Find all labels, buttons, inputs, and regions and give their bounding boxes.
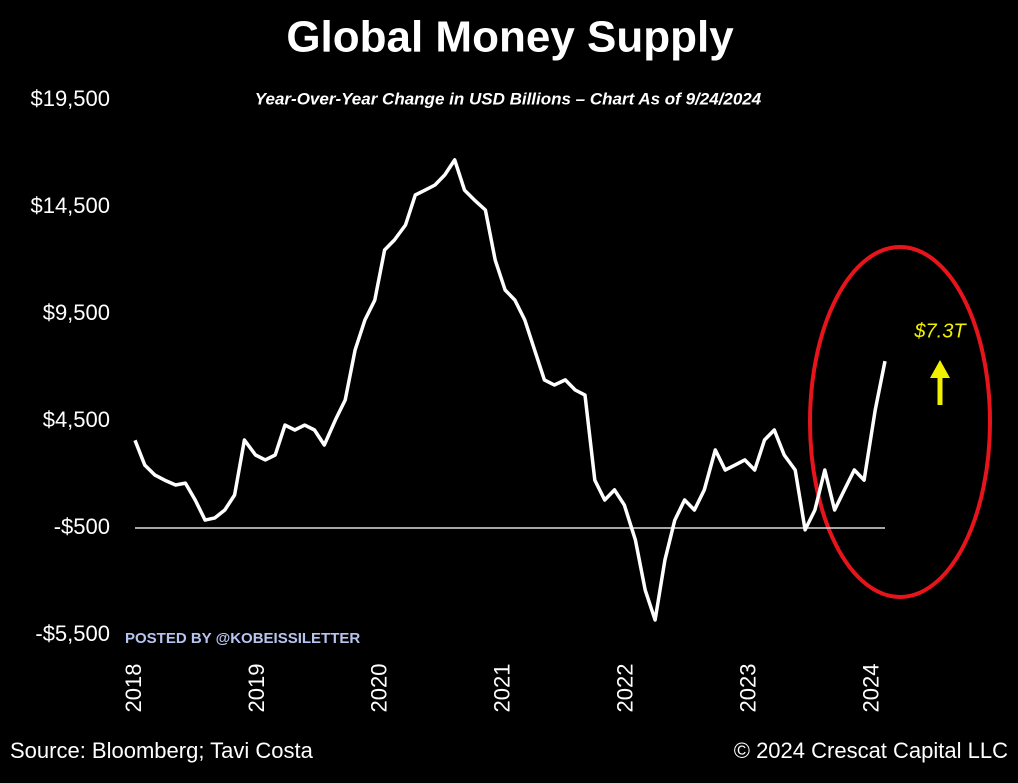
subtitle: Year-Over-Year Change in USD Billions – …: [255, 89, 762, 108]
source: Source: Bloomberg; Tavi Costa: [10, 738, 314, 763]
annotation: $7.3T: [913, 320, 967, 342]
y-tick-label: $14,500: [30, 193, 110, 218]
y-tick-label: $19,500: [30, 86, 110, 111]
x-tick-label: 2021: [490, 664, 515, 713]
x-tick-label: 2022: [613, 664, 638, 713]
y-tick-label: $9,500: [43, 300, 110, 325]
highlight-ellipse: [808, 245, 992, 599]
y-tick-label: -$5,500: [35, 621, 110, 646]
x-tick-label: 2020: [367, 664, 392, 713]
y-tick-label: -$500: [54, 514, 110, 539]
y-tick-label: $4,500: [43, 407, 110, 432]
x-tick-label: 2023: [736, 664, 761, 713]
x-tick-label: 2019: [244, 664, 269, 713]
watermark: POSTED BY @KOBEISSILETTER: [125, 630, 360, 647]
arrow: [930, 360, 950, 405]
copyright: © 2024 Crescat Capital LLC: [734, 738, 1008, 763]
chart-title: Global Money Supply: [286, 13, 734, 62]
data-line: [133, 158, 887, 622]
x-tick-label: 2024: [859, 664, 884, 713]
x-tick-label: 2018: [121, 664, 146, 713]
